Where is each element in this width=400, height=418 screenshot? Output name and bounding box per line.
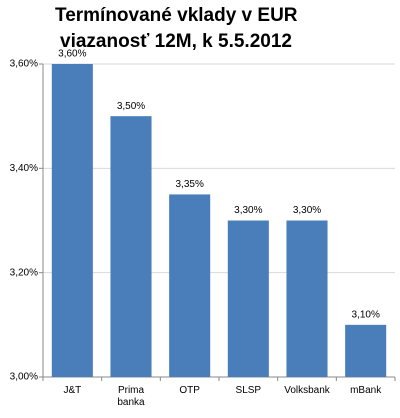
bar <box>110 116 152 378</box>
value-label: 3,50% <box>117 101 145 112</box>
value-label: 3,30% <box>234 205 262 216</box>
value-label: 3,30% <box>293 205 321 216</box>
bar <box>51 64 93 377</box>
x-tick-label: SLSP <box>235 385 262 396</box>
x-tick-label: OTP <box>179 385 200 396</box>
value-label: 3,10% <box>351 309 379 320</box>
bar <box>169 194 211 377</box>
y-tick-label: 3,60% <box>10 59 38 70</box>
x-tick-label: Volksbank <box>284 385 330 396</box>
x-tick-label: mBank <box>350 385 382 396</box>
bar <box>227 220 269 377</box>
bar <box>286 220 328 377</box>
y-tick-label: 3,00% <box>10 372 38 383</box>
bar <box>345 324 387 377</box>
x-tick-label: J&T <box>63 385 82 396</box>
chart-title: Termínované vklady v EUR <box>55 5 298 26</box>
value-label: 3,60% <box>58 49 86 60</box>
y-tick-label: 3,40% <box>10 163 38 174</box>
chart-subtitle: viazanosť 12M, k 5.5.2012 <box>60 31 292 52</box>
x-tick-label: Prima banka <box>117 385 145 408</box>
value-label: 3,35% <box>175 179 203 190</box>
y-tick-label: 3,20% <box>10 267 38 278</box>
